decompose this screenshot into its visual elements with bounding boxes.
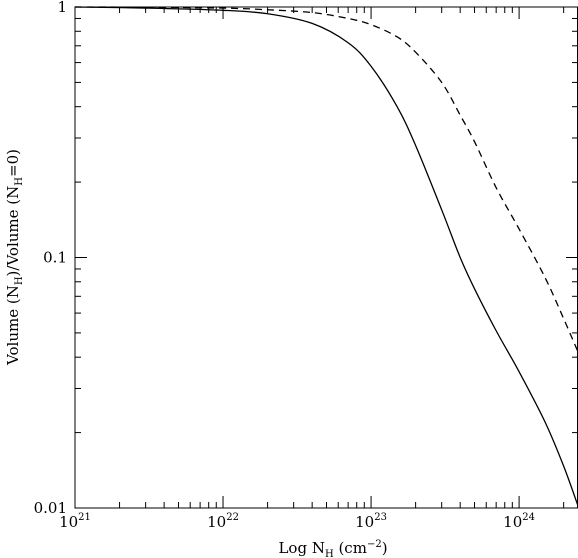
x-tick-label: 1021 [59, 512, 91, 531]
series-layer [74, 6, 578, 507]
y-tick-label: 0.01 [34, 499, 67, 517]
x-tick-label: 1024 [503, 512, 535, 531]
dashed-curve [74, 6, 578, 353]
x-tick-label: 1023 [355, 512, 387, 531]
y-axis-title: Volume (NH)/Volume (NH=0) [4, 149, 25, 366]
y-tick-label: 1 [57, 0, 67, 16]
y-tick-label: 0.1 [43, 249, 67, 267]
x-tick-label: 1022 [207, 512, 239, 531]
x-axis-title: Log NH (cm−2) [278, 539, 387, 558]
solid-curve [74, 6, 578, 507]
tick-layer [74, 7, 578, 509]
plot-frame [74, 6, 578, 509]
label-layer: 1021 1022 1023 1024 1 0.1 0.01 [34, 0, 535, 531]
